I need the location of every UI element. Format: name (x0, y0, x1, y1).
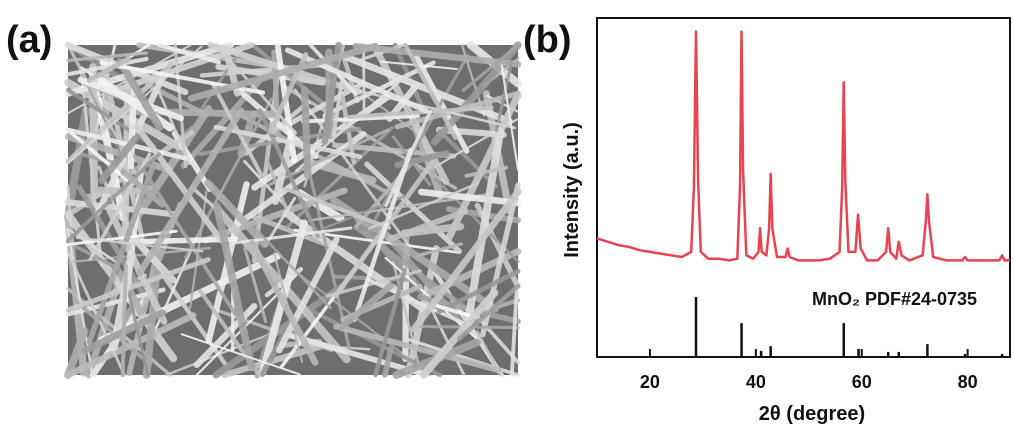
reference-label: MnO₂ PDF#24-0735 (812, 289, 977, 309)
x-tick-label: 60 (852, 372, 872, 392)
sem-image (68, 45, 518, 375)
x-tick-label: 40 (746, 372, 766, 392)
nanorod (305, 90, 308, 175)
panel-label: (b) (523, 19, 572, 61)
x-axis-label: 2θ (degree) (759, 403, 865, 425)
panel-label: (a) (6, 19, 52, 61)
x-tick-label: 80 (958, 372, 978, 392)
y-axis-label: Intensity (a.u.) (561, 122, 583, 258)
xrd-pattern (597, 32, 1010, 261)
x-tick-label: 20 (640, 372, 660, 392)
